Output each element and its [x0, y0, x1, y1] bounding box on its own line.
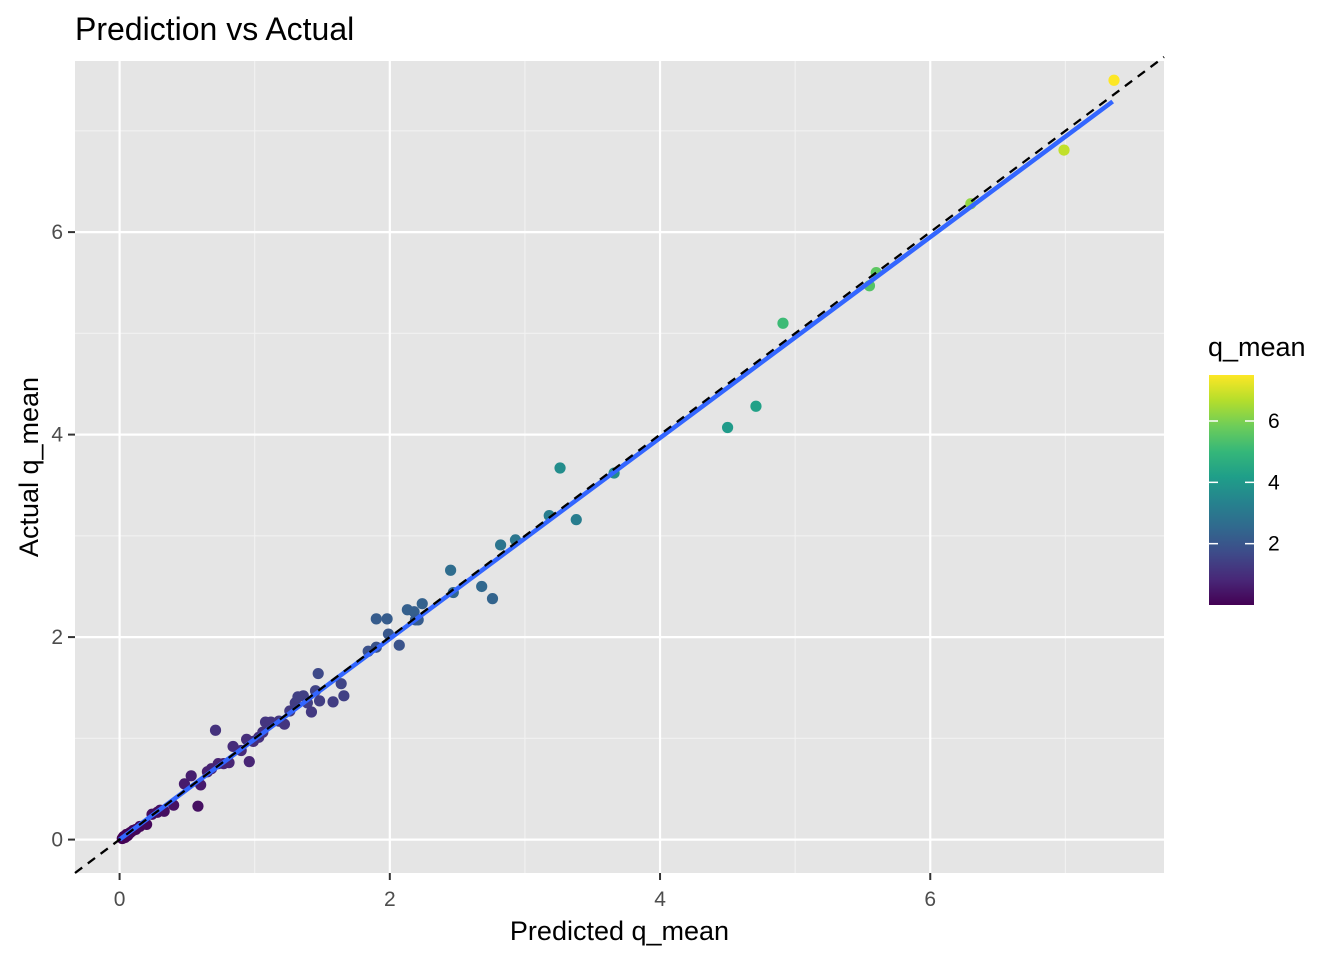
data-point [445, 564, 457, 576]
data-point [192, 800, 204, 812]
x-tick-label: 2 [384, 888, 396, 911]
data-point [570, 514, 582, 526]
color-legend: q_mean 2 4 6 [1208, 332, 1306, 605]
data-point [495, 539, 507, 551]
data-point [750, 400, 762, 412]
legend-tick-label: 2 [1268, 533, 1280, 556]
data-point [209, 724, 222, 736]
data-point [313, 695, 326, 707]
y-tick-label: 0 [51, 829, 63, 852]
data-point [721, 421, 734, 434]
data-point [312, 667, 324, 680]
x-tick-label: 0 [114, 888, 126, 911]
data-point [777, 317, 789, 329]
legend-colorbar [1209, 375, 1254, 605]
y-tick-label: 4 [51, 424, 63, 447]
data-point [1108, 74, 1120, 86]
minor-gridlines [75, 61, 1164, 873]
data-point [393, 639, 405, 651]
data-point [338, 690, 350, 702]
data-point [185, 770, 197, 782]
y-tick-label: 2 [51, 626, 63, 649]
data-point [370, 613, 382, 625]
legend-tick-label: 4 [1268, 471, 1280, 494]
data-point [305, 706, 318, 718]
data-point [335, 678, 347, 690]
y-axis: 0 2 4 6 [51, 221, 75, 852]
x-axis-label: Predicted q_mean [510, 916, 729, 946]
x-axis: 0 2 4 6 [114, 873, 936, 911]
identity-reference-line [74, 56, 1165, 874]
legend-ticks: 2 4 6 [1209, 410, 1280, 556]
x-tick-label: 4 [654, 888, 666, 911]
y-tick-label: 6 [51, 221, 63, 244]
data-point [381, 613, 393, 625]
y-axis-label: Actual q_mean [14, 377, 44, 557]
data-point [1058, 144, 1070, 156]
reference-line-y-equals-x [74, 56, 1165, 874]
data-point [554, 462, 566, 474]
legend-title: q_mean [1208, 332, 1306, 362]
x-tick-label: 6 [924, 888, 936, 911]
data-point [327, 696, 339, 708]
legend-tick-label: 6 [1268, 410, 1280, 433]
major-gridlines [75, 61, 1164, 873]
chart-title: Prediction vs Actual [75, 11, 354, 47]
data-point [476, 580, 488, 593]
data-point [416, 598, 428, 610]
data-points [116, 74, 1120, 845]
data-point [486, 593, 499, 605]
data-point [243, 756, 255, 768]
